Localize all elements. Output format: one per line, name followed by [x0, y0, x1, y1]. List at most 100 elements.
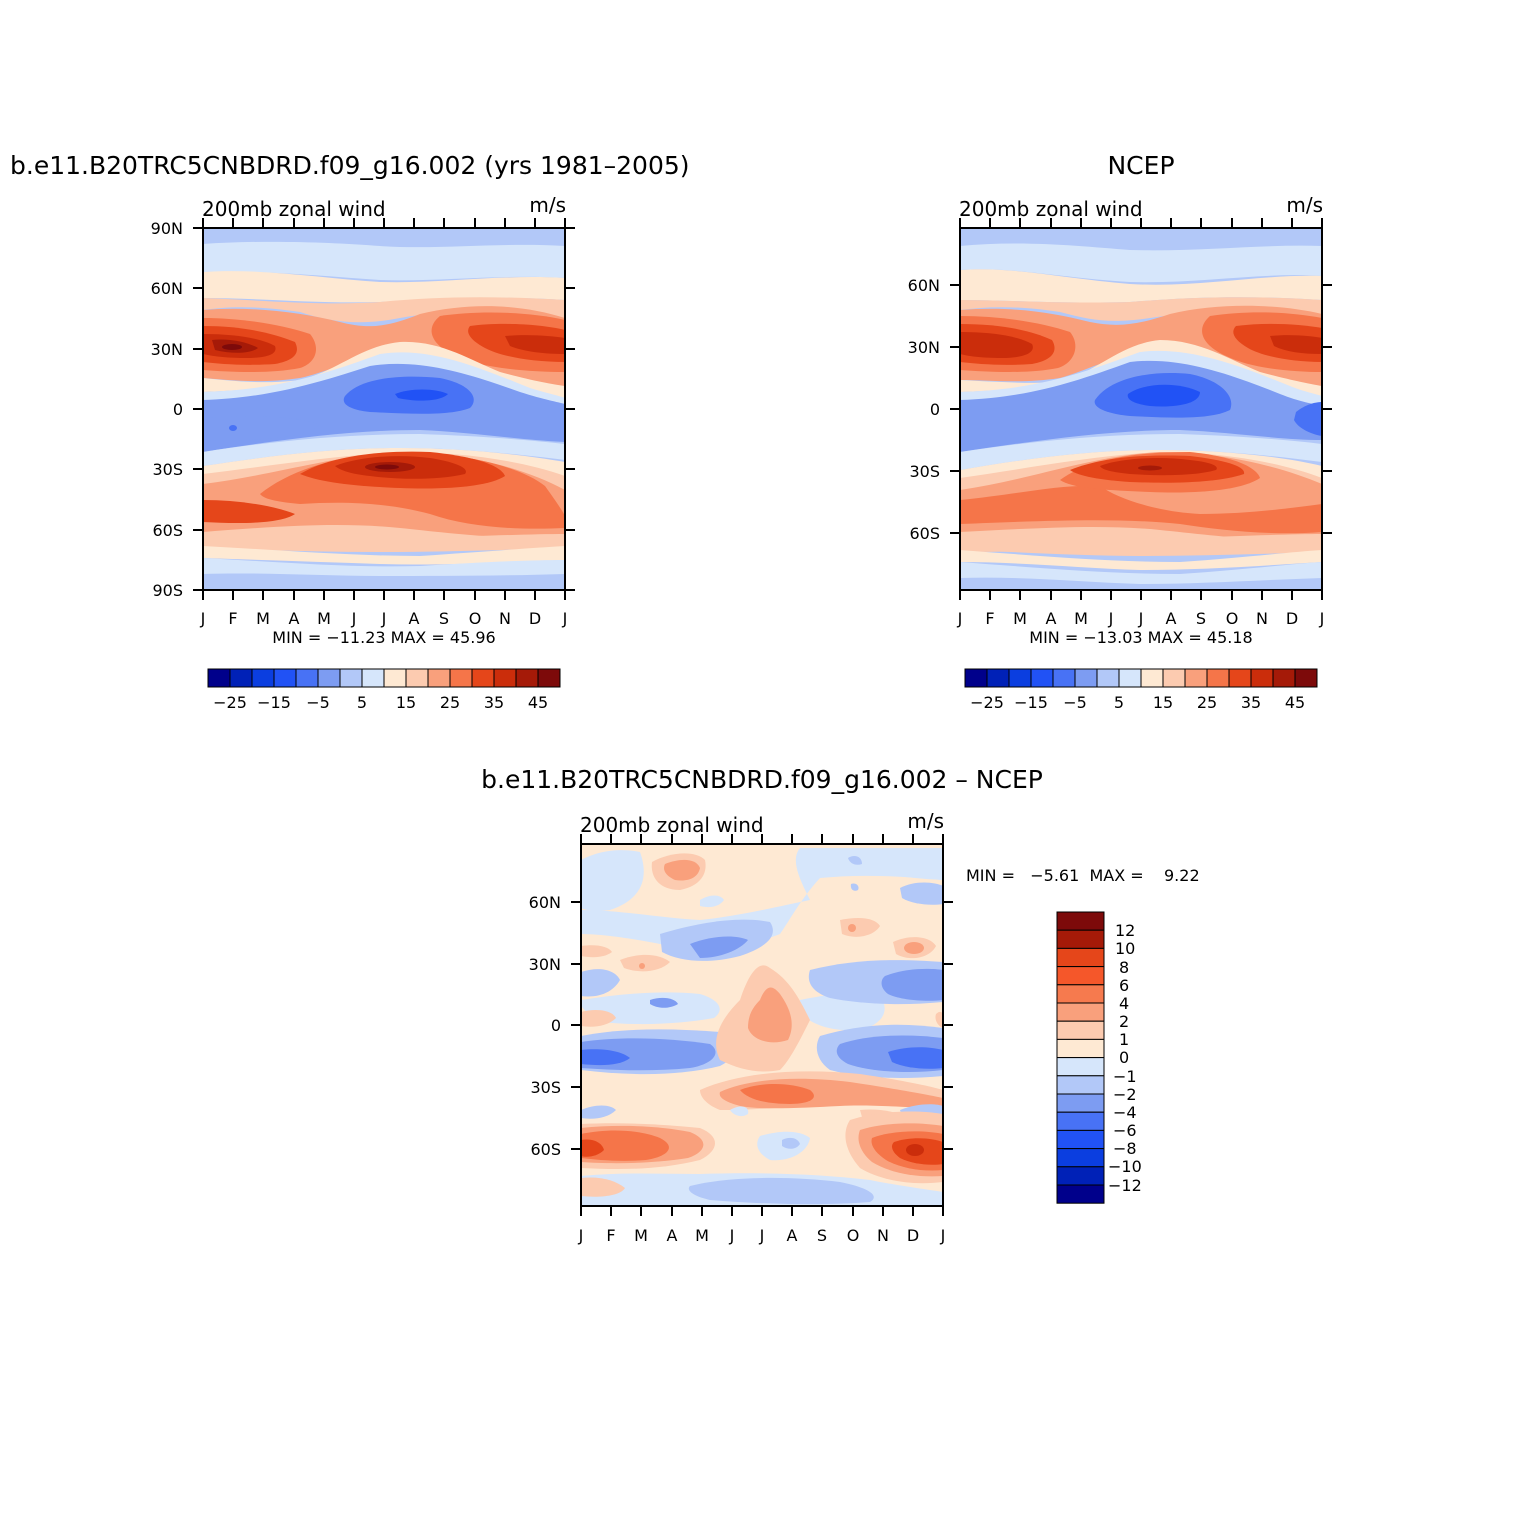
colorbar-label: −12: [1108, 1176, 1142, 1195]
colorbar-box: [1140, 668, 1164, 688]
panel-model-title: b.e11.B20TRC5CNBDRD.f09_g16.002 (yrs 198…: [10, 151, 690, 180]
xtick-label: S: [1196, 609, 1206, 628]
panel-model-xtick-labels: J F M A M J J A S O N D J: [200, 609, 568, 628]
ytick-label: 30N: [151, 340, 183, 359]
xtick-label: J: [957, 609, 963, 628]
panel-difference-units-label: m/s: [907, 809, 944, 833]
panel-ncep-ticks: [950, 218, 1332, 600]
colorbar-label: 35: [1241, 693, 1261, 712]
xtick-label: A: [289, 609, 300, 628]
xtick-label: J: [578, 1226, 584, 1245]
xtick-label: S: [439, 609, 449, 628]
panel-difference-field: [581, 844, 943, 1206]
ytick-label: 90S: [152, 581, 183, 600]
colorbar-label: −5: [1063, 693, 1087, 712]
panel-ncep-field: [960, 228, 1322, 590]
colorbar-box: [427, 668, 451, 688]
panel-model-colorbar: [207, 668, 561, 688]
colorbar-box: [383, 668, 407, 688]
xtick-label: J: [759, 1226, 765, 1245]
ytick-label: 30N: [908, 338, 940, 357]
colorbar-box: [1056, 929, 1105, 949]
colorbar-label: 1: [1119, 1030, 1129, 1049]
colorbar-box: [1008, 668, 1032, 688]
ytick-label: 0: [930, 400, 940, 419]
panel-model-units-label: m/s: [529, 193, 566, 217]
xtick-label: J: [940, 1226, 946, 1245]
ytick-label: 60N: [151, 279, 183, 298]
panel-model-ticks: [193, 218, 575, 600]
colorbar-box: [1250, 668, 1274, 688]
colorbar-box: [1056, 911, 1105, 931]
colorbar-label: −15: [1014, 693, 1048, 712]
colorbar-label: −5: [306, 693, 330, 712]
panel-ncep-colorbar: [964, 668, 1318, 688]
colorbar-label: 12: [1115, 921, 1135, 940]
xtick-label: A: [787, 1226, 798, 1245]
panel-difference-colorbar-labels: 12 10 8 6 4 2 1 0 −1 −2 −4 −6 −8 −10 −12: [1108, 921, 1142, 1195]
xtick-label: S: [817, 1226, 827, 1245]
colorbar-box: [1206, 668, 1230, 688]
colorbar-box: [1052, 668, 1076, 688]
panel-ncep-left-label: 200mb zonal wind: [959, 197, 1143, 221]
panel-difference-ticks: [571, 834, 953, 1216]
colorbar-label: 10: [1115, 939, 1135, 958]
colorbar-box: [471, 668, 495, 688]
xtick-label: M: [1013, 609, 1027, 628]
colorbar-box: [449, 668, 473, 688]
ytick-label: 60N: [908, 276, 940, 295]
xtick-label: J: [351, 609, 357, 628]
colorbar-label: −8: [1113, 1139, 1137, 1158]
panel-difference-xtick-labels: J F M A M J J A S O N D J: [578, 1226, 946, 1245]
colorbar-label: 15: [1153, 693, 1173, 712]
xtick-label: M: [1074, 609, 1088, 628]
xtick-label: A: [1166, 609, 1177, 628]
xtick-label: M: [256, 609, 270, 628]
xtick-label: F: [985, 609, 994, 628]
colorbar-box: [1272, 668, 1296, 688]
colorbar-label: 45: [1285, 693, 1305, 712]
ytick-label: 0: [173, 400, 183, 419]
panel-difference-colorbar: [1056, 911, 1105, 1204]
colorbar-label: 15: [396, 693, 416, 712]
colorbar-box: [1096, 668, 1120, 688]
colorbar-box: [1056, 1129, 1105, 1150]
xtick-label: J: [729, 1226, 735, 1245]
colorbar-box: [493, 668, 517, 688]
panel-ncep-xtick-labels: J F M A M J J A S O N D J: [957, 609, 1325, 628]
ytick-label: 90N: [151, 219, 183, 238]
xtick-label: O: [1226, 609, 1239, 628]
xtick-label: J: [200, 609, 206, 628]
colorbar-label: 5: [1114, 693, 1124, 712]
colorbar-box: [207, 668, 231, 688]
colorbar-box: [1056, 1166, 1105, 1186]
colorbar-label: −15: [257, 693, 291, 712]
panel-ncep: NCEP 200mb zonal wind m/s: [908, 151, 1332, 712]
colorbar-box: [1056, 947, 1105, 968]
panel-model: b.e11.B20TRC5CNBDRD.f09_g16.002 (yrs 198…: [10, 151, 690, 712]
colorbar-box: [1056, 1111, 1105, 1131]
colorbar-box: [1162, 668, 1186, 688]
colorbar-box: [1184, 668, 1208, 688]
colorbar-box: [1030, 668, 1054, 688]
colorbar-label: 8: [1119, 958, 1129, 977]
colorbar-box: [515, 668, 539, 688]
colorbar-box: [1118, 668, 1142, 688]
colorbar-label: −4: [1113, 1103, 1137, 1122]
ytick-label: 60N: [529, 893, 561, 912]
panel-difference: b.e11.B20TRC5CNBDRD.f09_g16.002 – NCEP 2…: [481, 765, 1199, 1245]
colorbar-box: [251, 668, 275, 688]
xtick-label: M: [634, 1226, 648, 1245]
xtick-label: J: [381, 609, 387, 628]
colorbar-box: [1056, 1075, 1105, 1095]
ytick-label: 0: [551, 1016, 561, 1035]
colorbar-box: [273, 668, 297, 688]
colorbar-box: [361, 668, 385, 688]
panel-model-colorbar-labels: −25 −15 −5 5 15 25 35 45: [213, 693, 548, 712]
colorbar-label: −10: [1108, 1157, 1142, 1176]
ytick-label: 60S: [152, 521, 183, 540]
xtick-label: F: [228, 609, 237, 628]
panel-ncep-ytick-labels: 60N 30N 0 30S 60S: [908, 276, 940, 543]
colorbar-box: [537, 668, 561, 688]
